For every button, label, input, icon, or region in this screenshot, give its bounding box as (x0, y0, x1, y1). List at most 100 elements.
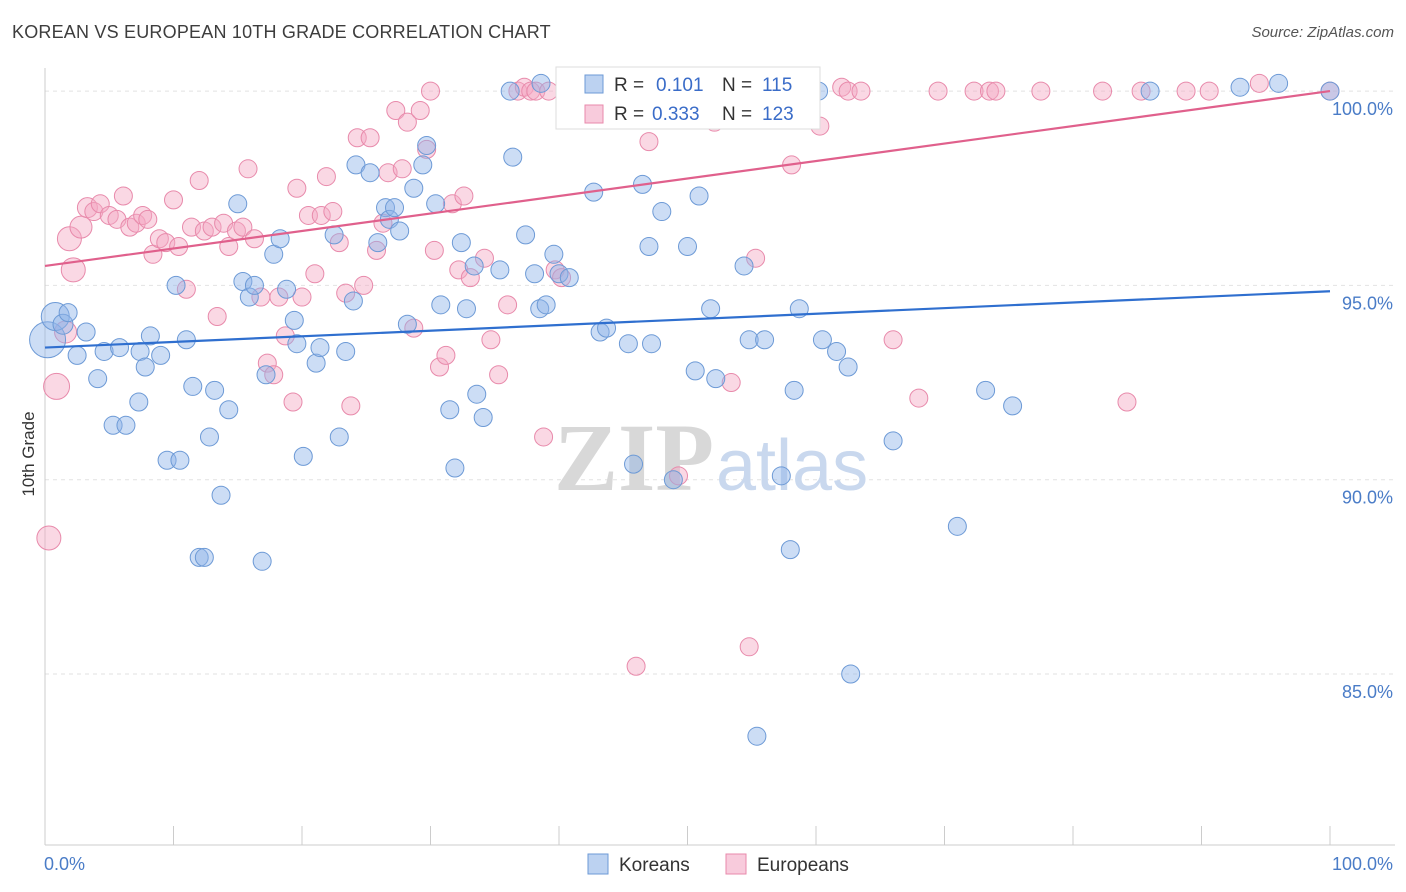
european-point (851, 81, 871, 101)
korean-point (838, 357, 858, 377)
korean-point (189, 547, 209, 567)
korean-point (473, 408, 493, 428)
korean-point (306, 353, 326, 373)
european-point (133, 205, 153, 225)
legend-swatch-koreans (584, 74, 604, 94)
korean-point (618, 334, 638, 354)
korean-point (678, 237, 697, 257)
y-tick-label: 90.0% (1342, 488, 1393, 508)
korean-point (417, 135, 437, 155)
korean-point (336, 341, 356, 361)
legend-top: R = 0.101 N = 115 R = 0.333 N = 123 (555, 66, 821, 130)
korean-point (329, 427, 349, 447)
korean-point (385, 198, 405, 218)
legend-bottom: Koreans Europeans (587, 853, 849, 876)
korean-point (140, 326, 160, 346)
european-point (323, 202, 343, 222)
korean-point (827, 341, 847, 361)
european-point (739, 637, 759, 657)
korean-point (110, 338, 130, 358)
korean-point (293, 446, 313, 466)
korean-point (166, 275, 186, 295)
korean-point (976, 380, 996, 400)
watermark-zip: ZIP (554, 404, 714, 511)
european-point (176, 279, 196, 299)
korean-point (183, 376, 203, 396)
korean-point (531, 73, 551, 93)
european-point (1199, 81, 1219, 101)
european-point (1249, 73, 1269, 93)
watermark-atlas: atlas (716, 426, 868, 506)
korean-point (176, 330, 196, 350)
european-point (283, 392, 303, 412)
european-point (721, 373, 741, 393)
european-point (202, 217, 222, 237)
legend-n-label-koreans: N = (722, 75, 752, 96)
korean-point (747, 726, 767, 746)
european-point (354, 275, 374, 295)
bottom-legend-koreans: Koreans (619, 855, 690, 876)
korean-point (503, 147, 523, 167)
european-point (207, 306, 227, 326)
korean-point (431, 295, 451, 315)
european-point (1117, 392, 1137, 412)
y-tick-label: 95.0% (1342, 293, 1393, 313)
bottom-legend-swatch-koreans (587, 853, 609, 875)
korean-point (76, 322, 96, 342)
european-point (626, 656, 646, 676)
korean-point (360, 163, 380, 183)
european-point (436, 345, 456, 365)
trend-line-koreans (44, 290, 1331, 349)
korean-point (194, 547, 214, 567)
korean-point (277, 279, 297, 299)
korean-point (404, 178, 424, 198)
korean-point (812, 330, 832, 350)
korean-point (536, 295, 556, 315)
korean-point (310, 338, 330, 358)
bottom-legend-europeans: Europeans (757, 855, 849, 876)
korean-point (639, 237, 659, 257)
european-point (460, 268, 480, 288)
european-point (1031, 81, 1051, 101)
korean-point (490, 260, 510, 280)
korean-point (244, 275, 264, 295)
korean-point (252, 551, 272, 571)
korean-point (413, 155, 433, 175)
european-point (189, 170, 209, 190)
korean-point (701, 299, 721, 319)
korean-point (151, 345, 171, 365)
european-point (287, 178, 307, 198)
european-point (429, 357, 449, 377)
european-point (238, 159, 258, 179)
korean-point (841, 664, 861, 684)
korean-point (228, 194, 248, 214)
korean-point (642, 334, 662, 354)
european-point (292, 287, 312, 307)
korean-point (624, 454, 644, 474)
korean-point (500, 81, 520, 101)
european-point (474, 248, 494, 268)
european-point (454, 186, 474, 206)
korean-point (440, 400, 460, 420)
korean-point (525, 264, 545, 284)
european-point (386, 101, 406, 121)
european-point (1176, 81, 1196, 101)
korean-point (170, 450, 190, 470)
european-point (336, 283, 356, 303)
european-point (138, 209, 158, 229)
european-point (986, 81, 1006, 101)
european-point (449, 260, 469, 280)
korean-point (456, 299, 476, 319)
korean-point (368, 233, 388, 253)
korean-point (663, 470, 683, 490)
european-point (481, 330, 501, 350)
legend-r-value-koreans: 0.101 (656, 75, 704, 96)
korean-point (94, 341, 114, 361)
european-point (489, 365, 509, 385)
european-point (84, 202, 104, 222)
european-point (392, 159, 412, 179)
korean-point (780, 540, 800, 560)
legend-swatch-europeans (584, 104, 604, 124)
european-point (181, 217, 201, 237)
korean-point (559, 268, 579, 288)
